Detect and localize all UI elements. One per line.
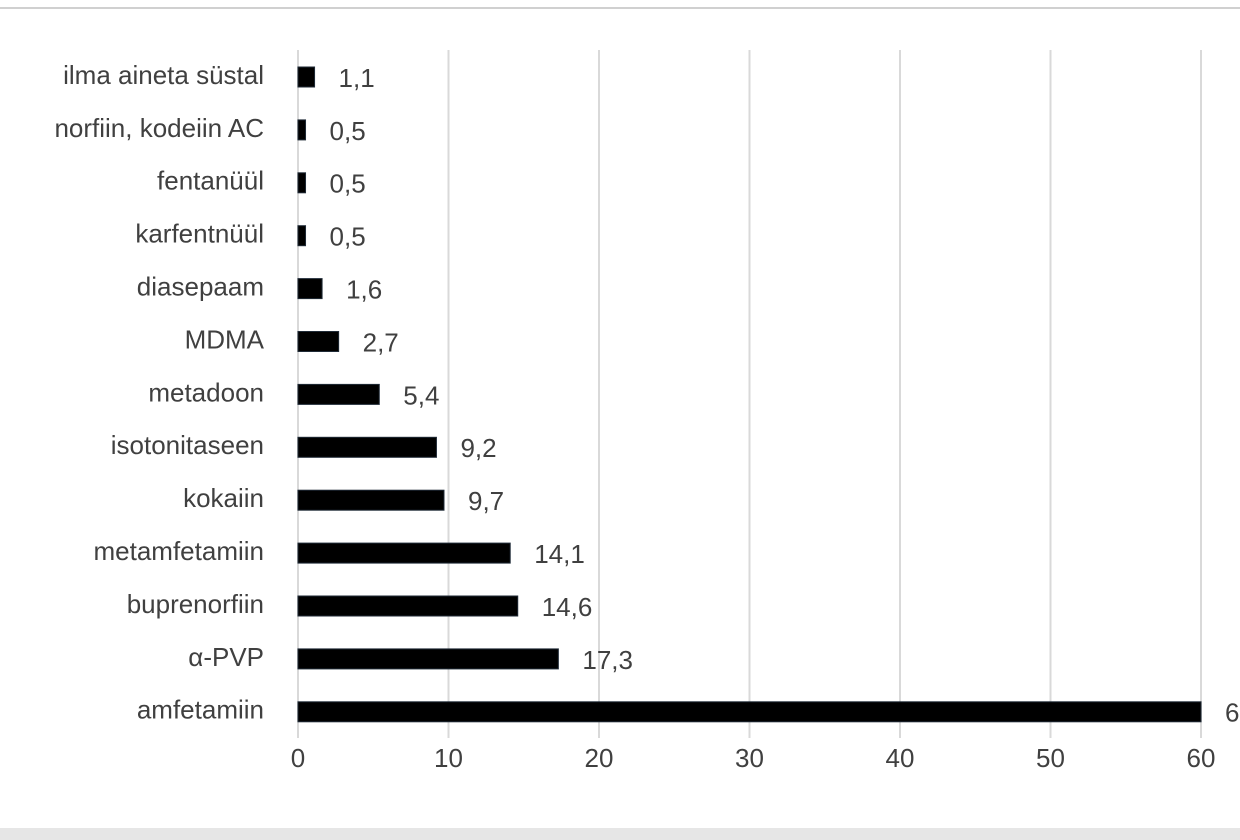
- y-tick-label: diasepaam: [137, 271, 264, 301]
- bar: [297, 436, 437, 458]
- data-label: 2,7: [363, 327, 399, 357]
- data-label: 14,1: [534, 539, 585, 569]
- x-tick-label: 60: [1187, 743, 1216, 773]
- data-label: 0,5: [330, 169, 366, 199]
- y-tick-label: fentanüül: [157, 166, 264, 196]
- bar: [297, 648, 559, 670]
- data-label: 9,2: [460, 433, 496, 463]
- data-label: 60: [1225, 698, 1240, 728]
- y-tick-label: α-PVP: [188, 642, 264, 672]
- data-label: 14,6: [542, 592, 593, 622]
- x-tick-label: 50: [1036, 743, 1065, 773]
- data-label: 5,4: [403, 380, 439, 410]
- y-tick-label: metadoon: [148, 377, 264, 407]
- y-tick-label: isotonitaseen: [111, 430, 264, 460]
- x-tick-label: 40: [886, 743, 915, 773]
- y-tick-label: ilma aineta süstal: [63, 60, 264, 90]
- data-label: 17,3: [582, 645, 633, 675]
- x-tick-label: 30: [735, 743, 764, 773]
- bar: [297, 701, 1202, 723]
- y-tick-label: metamfetamiin: [94, 536, 265, 566]
- bar: [297, 489, 445, 511]
- bar: [297, 119, 307, 141]
- y-tick-label: buprenorfiin: [127, 589, 264, 619]
- frame-bottom: [0, 828, 1240, 840]
- bar: [297, 278, 323, 300]
- data-label: 1,6: [346, 274, 382, 304]
- x-tick-label: 10: [434, 743, 463, 773]
- bar: [297, 383, 380, 405]
- bar: [297, 172, 307, 194]
- y-tick-label: MDMA: [185, 324, 265, 354]
- bar: [297, 595, 519, 617]
- y-tick-label: kokaiin: [183, 483, 264, 513]
- x-tick-label: 0: [291, 743, 305, 773]
- y-tick-label: karfentnüül: [135, 219, 264, 249]
- bar: [297, 225, 307, 247]
- bar: [297, 331, 340, 352]
- bar: [297, 542, 511, 564]
- data-label: 0,5: [330, 116, 366, 146]
- data-label: 0,5: [330, 222, 366, 252]
- x-tick-label: 20: [585, 743, 614, 773]
- y-tick-label: norfiin, kodeiin AC: [54, 113, 264, 143]
- bar: [297, 66, 316, 88]
- data-label: 9,7: [468, 486, 504, 516]
- y-tick-label: amfetamiin: [137, 695, 264, 725]
- data-label: 1,1: [339, 63, 375, 93]
